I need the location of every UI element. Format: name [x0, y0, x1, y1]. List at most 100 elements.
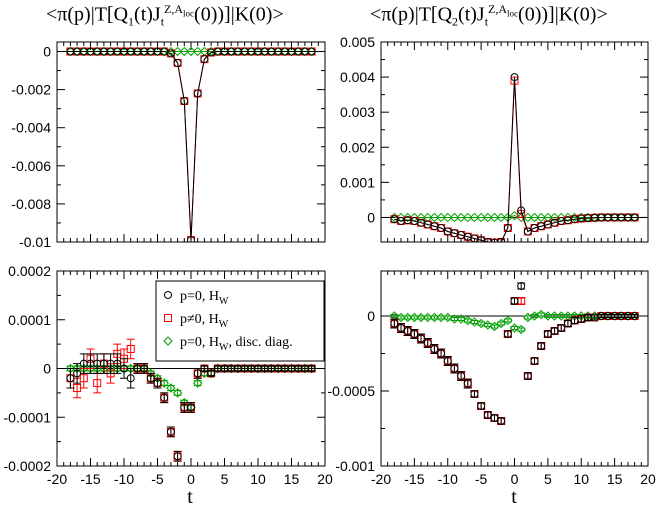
x-tick-label: 10 [250, 471, 266, 487]
data-point-p0 [457, 372, 466, 380]
legend-box [155, 280, 325, 362]
y-tick-label: 0 [43, 44, 51, 60]
data-point-p0 [153, 379, 162, 388]
data-point-disc [516, 324, 526, 335]
data-point-disc [563, 212, 573, 223]
plot-frame [56, 41, 326, 243]
data-point-disc [549, 212, 560, 223]
data-point-p0 [463, 379, 472, 388]
data-point-p0 [307, 364, 316, 373]
legend-label-sub: W [219, 342, 229, 353]
title-left-part-3: (t)J [134, 3, 161, 26]
data-point-p0 [523, 227, 532, 236]
data-point-disc [456, 212, 466, 223]
y-tick-label: -0.001 [335, 458, 375, 474]
data-point-p0 [180, 97, 189, 106]
x-tick-label: -15 [80, 471, 100, 487]
data-point-disc [503, 315, 513, 326]
data-point-disc [536, 212, 546, 223]
x-axis-label-left: t [187, 486, 193, 508]
data-point-p0 [557, 324, 566, 332]
data-point-disc [556, 311, 566, 321]
legend: p=0, HWp≠0, HWp=0, HW, disc. diag. [155, 280, 325, 362]
data-point-disc [469, 212, 480, 223]
x-tick-label: 10 [573, 471, 589, 487]
data-point-p0 [497, 238, 506, 242]
legend-marker-pn0 [164, 314, 172, 322]
panel-bottom-left: -20 -15 -10 -5 0 5 10 15 20 0.0002 0.0001 0 -0.0001 -… [4, 263, 333, 487]
legend-label-main: p≠0, H [180, 312, 219, 327]
y-tick-label: 0.002 [340, 139, 375, 155]
x-tick-label: -15 [404, 471, 424, 487]
data-point-p0 [437, 223, 446, 232]
data-point-p0 [200, 55, 209, 64]
x-tick-label: -20 [371, 471, 391, 487]
data-point-disc [463, 212, 473, 223]
data-point-disc [409, 312, 420, 323]
y-tick-label: -0.006 [11, 158, 51, 174]
y-tick-label: 0.0001 [8, 312, 51, 328]
data-layer [65, 46, 317, 242]
title-left-part-6: loc [183, 8, 195, 19]
series-line-pn0 [70, 51, 312, 241]
data-point-p0 [470, 390, 479, 398]
data-point-disc [489, 321, 500, 332]
x-tick-label: -5 [151, 471, 164, 487]
data-point-disc [449, 314, 460, 324]
data-point-disc [543, 311, 553, 321]
legend-label-sub: W [219, 296, 229, 307]
data-point-p0 [450, 364, 459, 373]
data-point-disc [509, 323, 520, 333]
data-point-disc [192, 46, 203, 57]
data-point-p0 [187, 403, 195, 412]
data-point-disc [529, 212, 540, 223]
data-point-p0 [490, 238, 499, 242]
title-right-part-4: t [484, 14, 489, 29]
x-tick-label: 15 [284, 471, 300, 487]
data-point-p0 [517, 282, 526, 290]
data-point-p0 [113, 359, 122, 368]
data-point-p0 [537, 342, 546, 350]
data-point-p0 [523, 372, 532, 380]
legend-marker-p0 [164, 291, 172, 299]
data-point-p0 [510, 73, 519, 82]
data-point-p0 [530, 357, 539, 365]
data-point-p0 [397, 324, 406, 332]
data-point-p0 [193, 369, 202, 378]
data-point-p0 [517, 206, 526, 215]
title-left-part-1: <π(p)|T[Q [46, 3, 129, 26]
legend-label: p≠0, HW [180, 312, 229, 330]
legend-label-main: p=0, H [180, 289, 219, 304]
series-pn0 [66, 47, 316, 242]
data-point-p0 [140, 364, 149, 373]
legend-label: p=0, HW [180, 289, 229, 307]
data-point-p0 [510, 297, 519, 305]
y-tick-label: 0.0002 [8, 263, 51, 279]
data-point-disc [489, 212, 500, 223]
title-right-part-2: 2 [452, 14, 459, 29]
data-point-disc [456, 314, 466, 324]
chart-title-right: <π(p)|T[Q2(t)JtZ,Aloc(0))]|K(0)> [370, 2, 608, 30]
y-tick-label: 0.005 [340, 34, 375, 50]
data-point-pn0 [93, 379, 102, 388]
data-point-disc [449, 212, 460, 223]
data-point-disc [159, 378, 169, 388]
x-tick-label: -10 [438, 471, 458, 487]
y-tick-label: 0 [367, 308, 375, 324]
data-point-p0 [437, 349, 446, 358]
data-point-p0 [630, 312, 639, 320]
series-p0 [66, 47, 316, 242]
title-right-part-1: <π(p)|T[Q [370, 3, 453, 26]
data-point-disc [509, 210, 520, 221]
legend-label-main: p=0, H [180, 335, 219, 350]
data-point-p0 [207, 369, 216, 378]
panel-bottom-right: -20 -15 -10 -5 0 5 10 15 20 0 -0.0005 -0.001 [328, 270, 656, 487]
x-tick-label: 0 [187, 471, 195, 487]
x-tick-label: 5 [544, 471, 552, 487]
data-point-disc [402, 212, 413, 223]
legend-label-sub: W [219, 319, 229, 330]
y-tick-label: -0.0002 [4, 458, 52, 474]
y-tick-label: -0.0001 [4, 409, 52, 425]
data-point-disc [523, 212, 533, 223]
title-left-part-7: (0))]|K(0)> [194, 3, 284, 26]
